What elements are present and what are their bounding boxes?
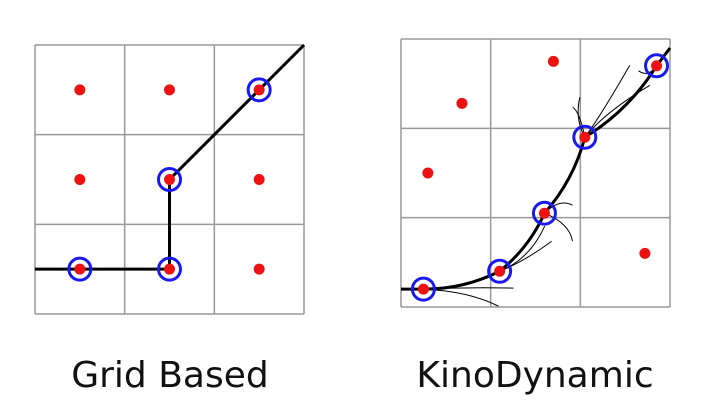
path-node-ring xyxy=(157,256,182,282)
cell-center-dot xyxy=(164,84,175,96)
kinodynamic-panel xyxy=(400,38,672,308)
cell-center-dot xyxy=(253,263,265,275)
cell-center-dot xyxy=(164,174,175,185)
sample-dot xyxy=(456,97,468,109)
sample-dot xyxy=(538,207,550,219)
sample-dot xyxy=(579,131,591,143)
candidate-trajectory xyxy=(584,84,651,138)
path-node-ring xyxy=(157,167,182,192)
sample-dot xyxy=(494,265,506,277)
path-node-ring xyxy=(67,256,93,282)
cell-center-dot xyxy=(253,174,265,185)
path-node-ring xyxy=(572,124,598,150)
path-node-ring xyxy=(410,276,436,302)
path-node-ring xyxy=(246,77,272,103)
path-node-ring xyxy=(487,258,513,284)
path-node-ring xyxy=(644,53,670,79)
cell-center-dot xyxy=(253,84,265,96)
kinodynamic-caption: KinoDynamic xyxy=(416,355,654,396)
sample-dot xyxy=(639,247,651,259)
sample-dot xyxy=(417,283,429,295)
cell-center-dot xyxy=(164,263,175,275)
sample-dot xyxy=(651,60,663,72)
candidate-trajectory xyxy=(499,226,546,272)
grid-based-panel xyxy=(34,43,306,315)
candidate-trajectory xyxy=(584,65,631,138)
cell-center-dot xyxy=(74,263,86,275)
grid-based-caption: Grid Based xyxy=(71,355,269,396)
sample-dot xyxy=(547,55,559,67)
sample-dot xyxy=(422,167,434,179)
cell-center-dot xyxy=(74,174,86,185)
cell-center-dot xyxy=(74,84,86,96)
path-node-ring xyxy=(531,200,557,226)
